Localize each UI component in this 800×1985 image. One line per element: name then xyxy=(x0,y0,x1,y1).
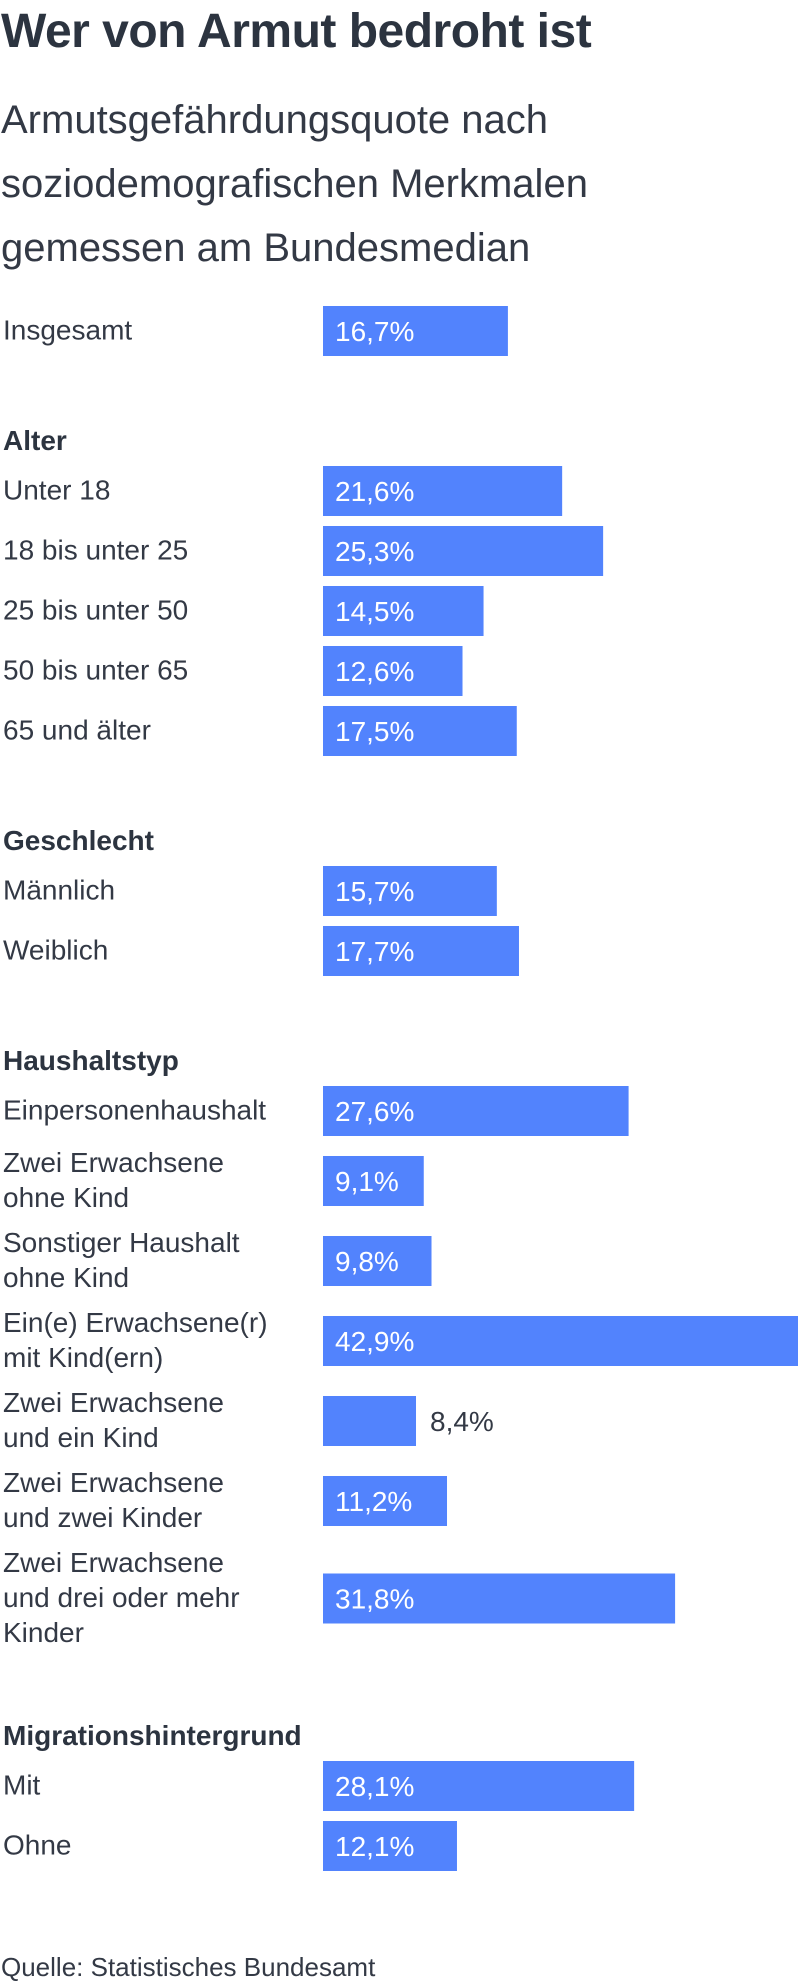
bar-value-label: 21,6% xyxy=(335,476,414,507)
bar xyxy=(323,1316,798,1366)
category-label: Unter 18 xyxy=(3,475,110,506)
bar-value-label: 11,2% xyxy=(335,1486,412,1517)
category-label: Mit xyxy=(3,1770,41,1801)
bar xyxy=(323,926,519,976)
chart-title: Wer von Armut bedroht ist xyxy=(1,5,592,58)
bar-value-label: 12,6% xyxy=(335,656,414,687)
bar-value-label: 17,7% xyxy=(335,936,414,967)
category-label: Zwei Erwachsene und drei oder mehr Kinder xyxy=(3,1547,240,1648)
bar-value-label: 14,5% xyxy=(335,596,414,627)
category-label: Ein(e) Erwachsene(r) mit Kind(ern) xyxy=(3,1307,268,1373)
bar-value-label: 28,1% xyxy=(335,1771,414,1802)
bar-value-label: 27,6% xyxy=(335,1096,414,1127)
source-note: Quelle: Statistisches Bundesamt xyxy=(1,1952,376,1982)
category-label: Weiblich xyxy=(3,935,108,966)
bar xyxy=(323,306,508,356)
category-label: Insgesamt xyxy=(3,315,132,346)
bar xyxy=(323,466,563,516)
bar-value-label: 9,1% xyxy=(335,1166,399,1197)
category-label: Sonstiger Haushalt ohne Kind xyxy=(3,1227,240,1293)
category-label: Männlich xyxy=(3,875,115,906)
bar xyxy=(323,1396,417,1446)
bar-value-label: 8,4% xyxy=(430,1406,494,1437)
bar-value-label: 15,7% xyxy=(335,876,414,907)
chart-subtitle: Armutsgefährdungsquote nach soziodemogra… xyxy=(1,98,588,270)
bar xyxy=(323,1086,629,1136)
bar xyxy=(323,1821,457,1871)
group-heading: Geschlecht xyxy=(3,825,154,856)
category-label: Ohne xyxy=(3,1830,72,1861)
bar xyxy=(323,706,517,756)
category-label: Zwei Erwachsene ohne Kind xyxy=(3,1147,224,1213)
bar-value-label: 25,3% xyxy=(335,536,414,567)
bar xyxy=(323,866,497,916)
bar xyxy=(323,1156,424,1206)
bar-value-label: 17,5% xyxy=(335,716,414,747)
group-heading: Alter xyxy=(3,425,67,456)
bar xyxy=(323,1761,635,1811)
category-label: Einpersonenhaushalt xyxy=(3,1095,266,1126)
category-label: Zwei Erwachsene und ein Kind xyxy=(3,1387,224,1453)
bar-value-label: 16,7% xyxy=(335,316,414,347)
group-heading: Migrationshintergrund xyxy=(3,1720,302,1751)
category-label: Zwei Erwachsene und zwei Kinder xyxy=(3,1467,224,1533)
bar xyxy=(323,586,484,636)
bar-value-label: 12,1% xyxy=(335,1831,414,1862)
category-label: 18 bis unter 25 xyxy=(3,535,188,566)
bar-value-label: 9,8% xyxy=(335,1246,399,1277)
category-label: 50 bis unter 65 xyxy=(3,655,188,686)
bar xyxy=(323,1573,676,1624)
bar xyxy=(323,1476,448,1526)
bar-value-label: 42,9% xyxy=(335,1326,414,1357)
category-label: 25 bis unter 50 xyxy=(3,595,188,626)
group-heading: Haushaltstyp xyxy=(3,1045,179,1076)
bar xyxy=(323,1236,432,1286)
category-label: 65 und älter xyxy=(3,715,151,746)
bar xyxy=(323,646,463,696)
bar xyxy=(323,526,604,576)
bar-value-label: 31,8% xyxy=(335,1584,414,1615)
